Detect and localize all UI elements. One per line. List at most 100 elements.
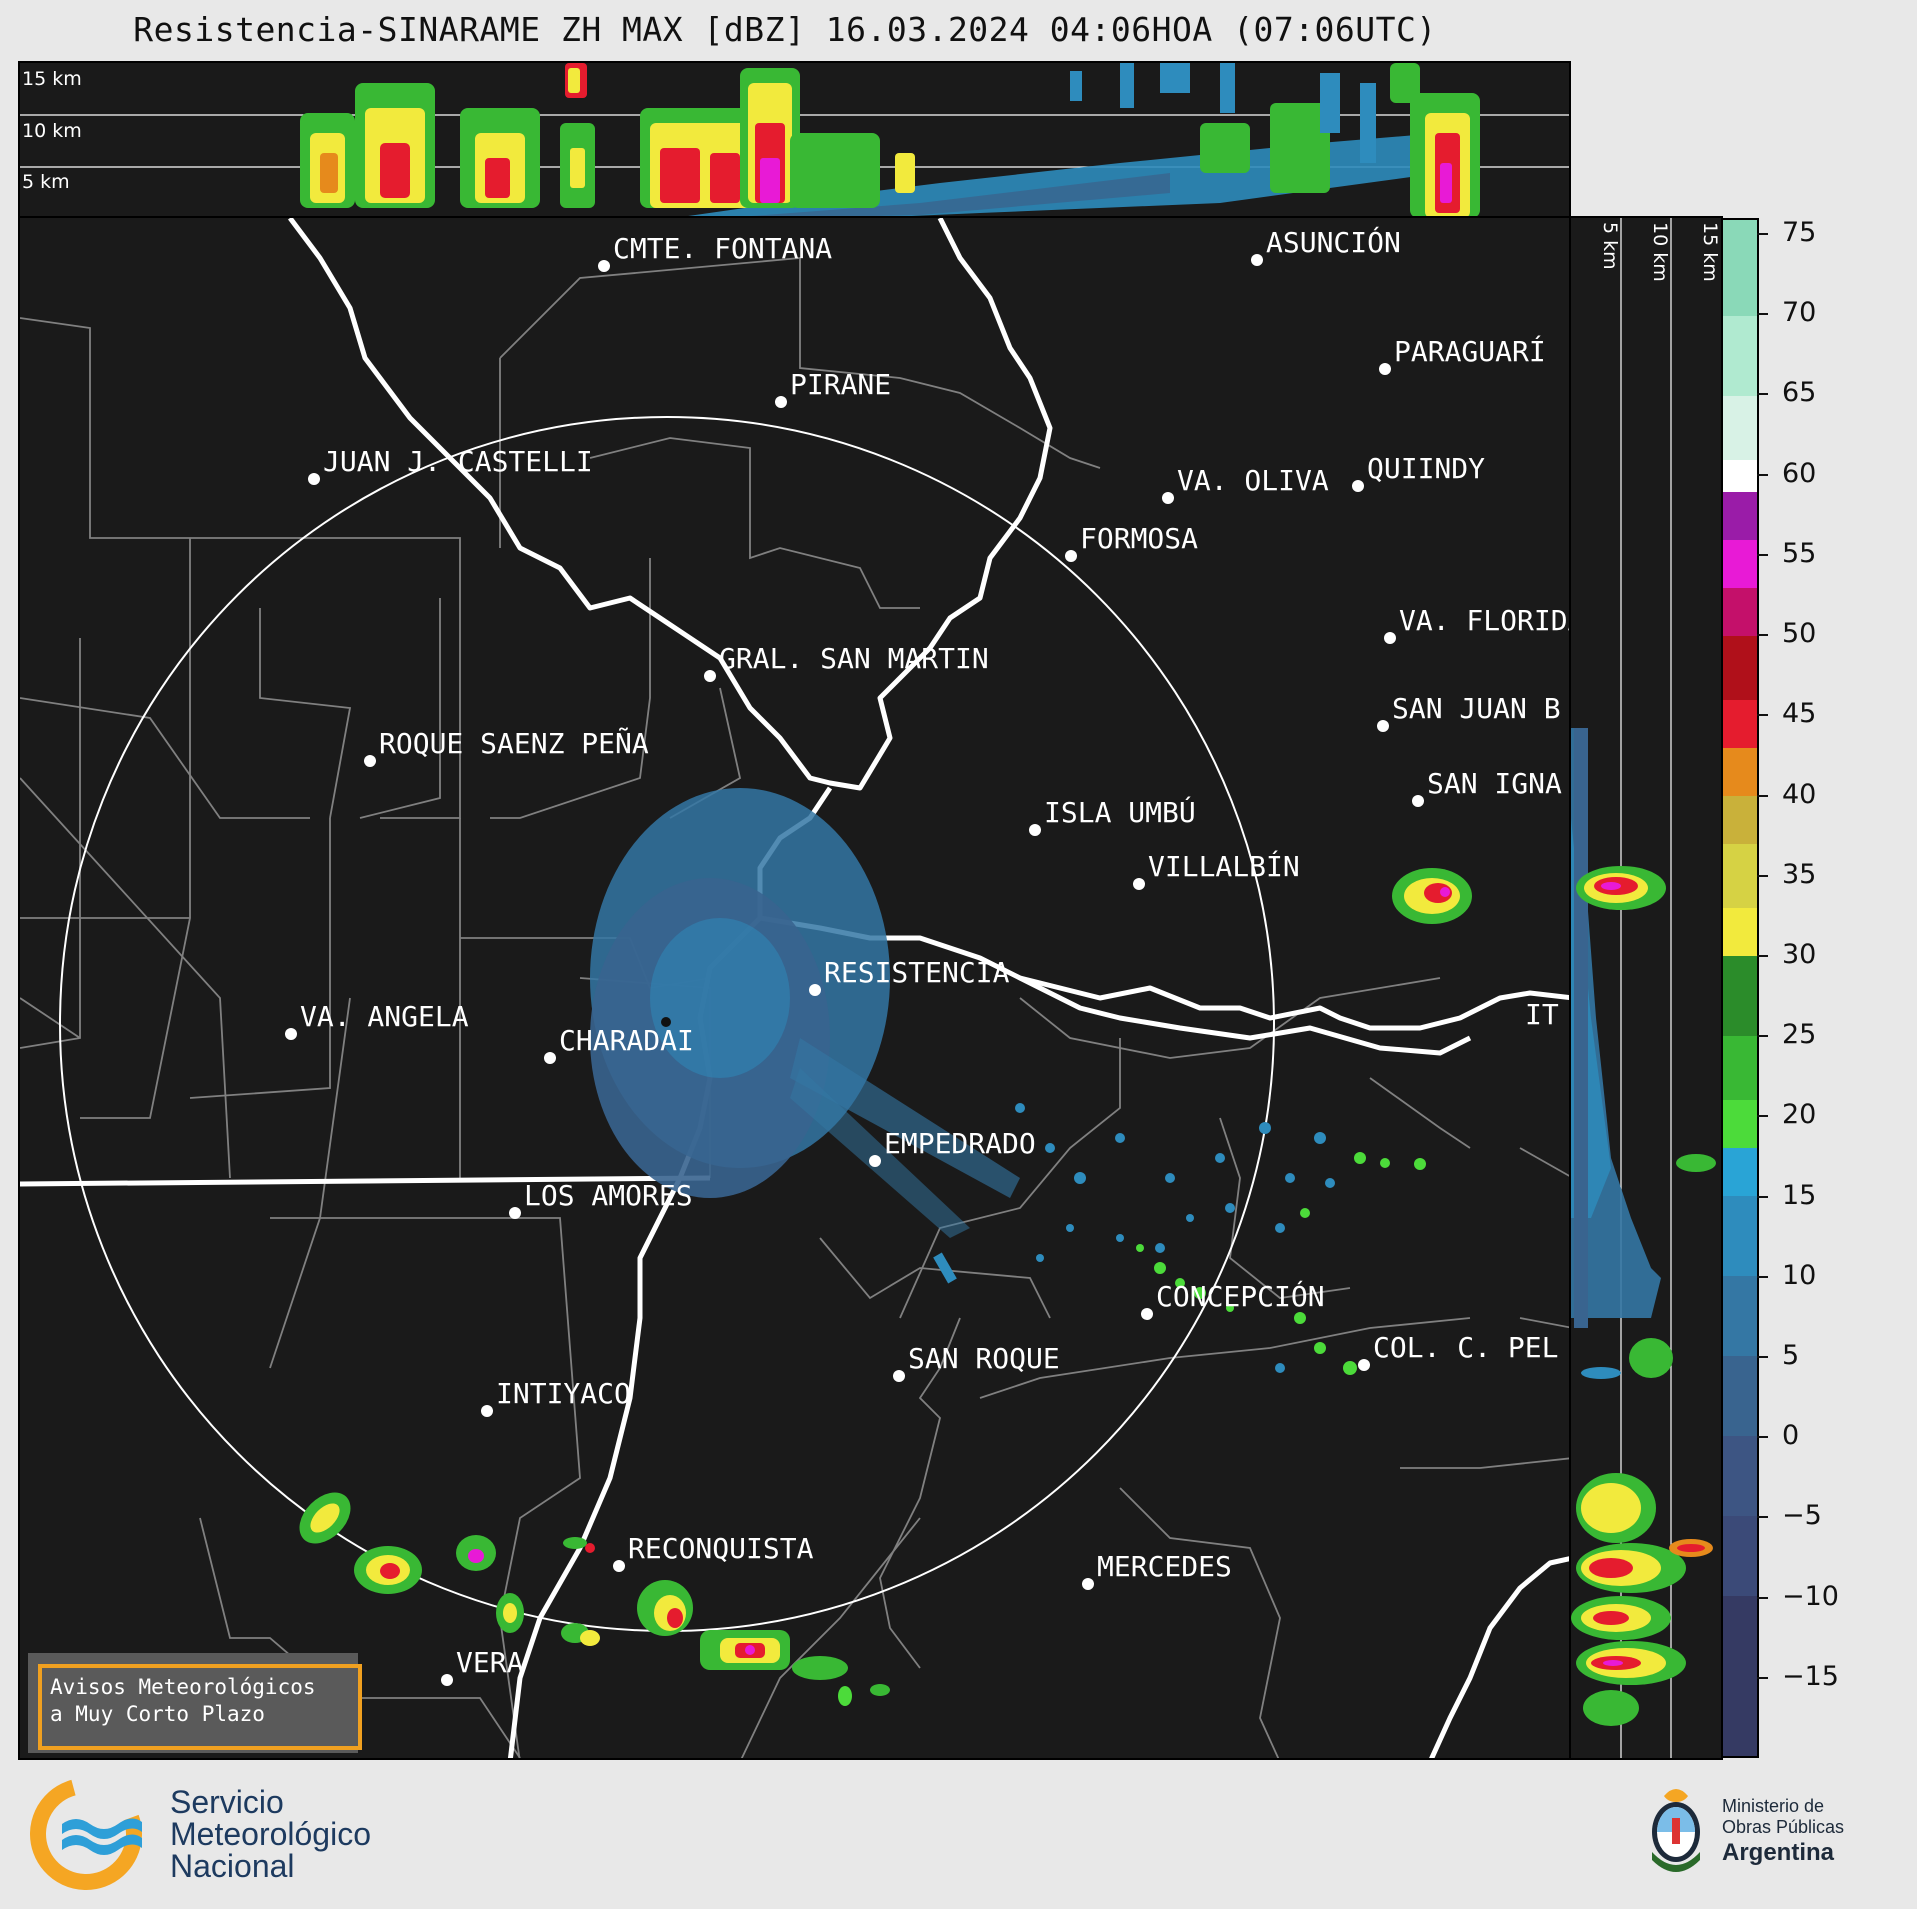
- city-labels: CMTE. FONTANA ASUNCIÓN PARAGUARÍ PIRANE …: [300, 225, 1571, 1679]
- colorbar-tick-mark: [1757, 794, 1768, 797]
- height-label-10km: 10 km: [1649, 222, 1671, 282]
- colorbar-tick-label: −10: [1782, 1580, 1839, 1612]
- colorbar-tick-mark: [1757, 393, 1768, 396]
- colorbar-tick-label: 40: [1782, 778, 1817, 810]
- ministry-line-1: Ministerio de: [1722, 1796, 1825, 1816]
- city-label: CONCEPCIÓN: [1156, 1279, 1325, 1313]
- city-dot-gral-san-martin: [704, 670, 716, 682]
- colorbar-tick-label: 50: [1782, 618, 1817, 650]
- colorbar-tick-mark: [1757, 313, 1768, 316]
- smn-line-3: Nacional: [170, 1848, 295, 1884]
- argentina-coat-of-arms-icon: [1652, 1789, 1700, 1872]
- colorbar-tick-mark: [1757, 1275, 1768, 1278]
- city-dot-charadai: [544, 1052, 556, 1064]
- height-label-10km: 10 km: [22, 120, 82, 142]
- top-profile-canvas: 15 km 10 km 5 km: [20, 63, 1569, 216]
- city-dot-mercedes: [1082, 1578, 1094, 1590]
- chart-title: Resistencia-SINARAME ZH MAX [dBZ] 16.03.…: [133, 10, 1437, 49]
- city-dot-paraguari: [1379, 363, 1391, 375]
- avisos-box[interactable]: Avisos Meteorológicos a Muy Corto Plazo: [28, 1653, 362, 1753]
- colorbar-tick-label: 55: [1782, 537, 1817, 569]
- city-dot-empedrado: [869, 1155, 881, 1167]
- side-profile-canvas: 5 km 10 km 15 km: [1571, 218, 1721, 1758]
- city-dot-resistencia: [809, 984, 821, 996]
- colorbar-tick-mark: [1757, 634, 1768, 637]
- side-height-profile: 5 km 10 km 15 km: [1569, 216, 1723, 1760]
- admin-borders: [20, 257, 1569, 1758]
- city-dot-san-ignacio: [1412, 795, 1424, 807]
- smn-line-1: Servicio: [170, 1784, 284, 1820]
- height-label-5km: 5 km: [22, 171, 70, 193]
- city-label: IT: [1525, 998, 1559, 1031]
- colorbar-tick-label: 25: [1782, 1019, 1817, 1051]
- city-label: PARAGUARÍ: [1394, 334, 1546, 368]
- colorbar-tick-mark: [1757, 1195, 1768, 1198]
- colorbar-tick-label: 20: [1782, 1099, 1817, 1131]
- city-dot-va-oliva: [1162, 492, 1174, 504]
- colorbar-tick-label: −5: [1782, 1500, 1822, 1532]
- city-label: SAN ROQUE: [908, 1342, 1060, 1375]
- city-label: VILLALBÍN: [1148, 849, 1300, 883]
- city-label: RECONQUISTA: [628, 1532, 814, 1565]
- map-canvas: CMTE. FONTANA ASUNCIÓN PARAGUARÍ PIRANE …: [20, 218, 1571, 1758]
- colorbar-tick-mark: [1757, 233, 1768, 236]
- dbz-colorbar: [1721, 218, 1759, 1758]
- city-dot-roque-saenz-pena: [364, 755, 376, 767]
- city-label: VA. FLORIDA: [1399, 604, 1571, 637]
- city-dot-formosa: [1065, 550, 1077, 562]
- city-label: SAN IGNA: [1427, 767, 1562, 800]
- colorbar-tick-label: 15: [1782, 1179, 1817, 1211]
- avisos-line-1: Avisos Meteorológicos: [50, 1675, 316, 1699]
- colorbar-tick-label: 35: [1782, 858, 1817, 890]
- city-label: EMPEDRADO: [884, 1127, 1036, 1160]
- ministry-line-2: Obras Públicas: [1722, 1817, 1845, 1837]
- city-dot-col-c-pellegrini: [1358, 1359, 1370, 1371]
- city-label: VA. OLIVA: [1177, 464, 1329, 497]
- colorbar-tick-mark: [1757, 1436, 1768, 1439]
- city-label: ISLA UMBÚ: [1044, 795, 1196, 829]
- city-markers: [285, 254, 1424, 1686]
- colorbar-tick-label: 30: [1782, 938, 1817, 970]
- city-label: PIRANE: [790, 368, 891, 401]
- city-dot-reconquista: [613, 1560, 625, 1572]
- radar-map: CMTE. FONTANA ASUNCIÓN PARAGUARÍ PIRANE …: [18, 216, 1571, 1760]
- city-dot-villalbin: [1133, 878, 1145, 890]
- colorbar-tick-mark: [1757, 874, 1768, 877]
- city-dot-pirane: [775, 396, 787, 408]
- colorbar-tick-mark: [1757, 1035, 1768, 1038]
- city-dot-los-amores: [509, 1207, 521, 1219]
- colorbar-tick-mark: [1757, 954, 1768, 957]
- city-dot-cmte-fontana: [598, 260, 610, 272]
- city-label: LOS AMORES: [524, 1179, 693, 1212]
- clear-air-echo: [590, 788, 1020, 1238]
- height-label-5km: 5 km: [1599, 222, 1621, 270]
- city-label: QUIINDY: [1367, 452, 1485, 485]
- city-label: SAN JUAN B: [1392, 692, 1561, 725]
- colorbar-tick-label: −15: [1782, 1660, 1839, 1692]
- colorbar-tick-mark: [1757, 1516, 1768, 1519]
- city-label: COL. C. PEL: [1373, 1331, 1558, 1364]
- colorbar-tick-mark: [1757, 1596, 1768, 1599]
- city-label: RESISTENCIA: [824, 956, 1010, 989]
- avisos-line-2: a Muy Corto Plazo: [50, 1702, 265, 1726]
- city-dot-juan-j-castelli: [308, 473, 320, 485]
- side-profile-echoes: [1571, 728, 1716, 1726]
- city-dot-concepcion: [1141, 1308, 1153, 1320]
- city-dot-intiyaco: [481, 1405, 493, 1417]
- colorbar-tick-label: 10: [1782, 1259, 1817, 1291]
- colorbar-tick-label: 0: [1782, 1420, 1800, 1452]
- city-label: MERCEDES: [1097, 1550, 1232, 1583]
- city-dot-san-juan-b: [1377, 720, 1389, 732]
- top-profile-echoes: [300, 63, 1480, 216]
- city-label: CMTE. FONTANA: [613, 232, 832, 265]
- height-label-15km: 15 km: [22, 68, 82, 90]
- smn-wordmark: Servicio Meteorológico Nacional: [170, 1786, 371, 1882]
- city-label: JUAN J. CASTELLI: [323, 445, 593, 478]
- city-dot-isla-umbu: [1029, 824, 1041, 836]
- city-dot-va-angela: [285, 1028, 297, 1040]
- city-dot-quiindy: [1352, 480, 1364, 492]
- ministry-wordmark: Ministerio de Obras Públicas Argentina: [1722, 1796, 1844, 1868]
- colorbar-tick-mark: [1757, 1115, 1768, 1118]
- colorbar-tick-label: 65: [1782, 377, 1817, 409]
- avisos-label[interactable]: Avisos Meteorológicos a Muy Corto Plazo: [38, 1664, 362, 1750]
